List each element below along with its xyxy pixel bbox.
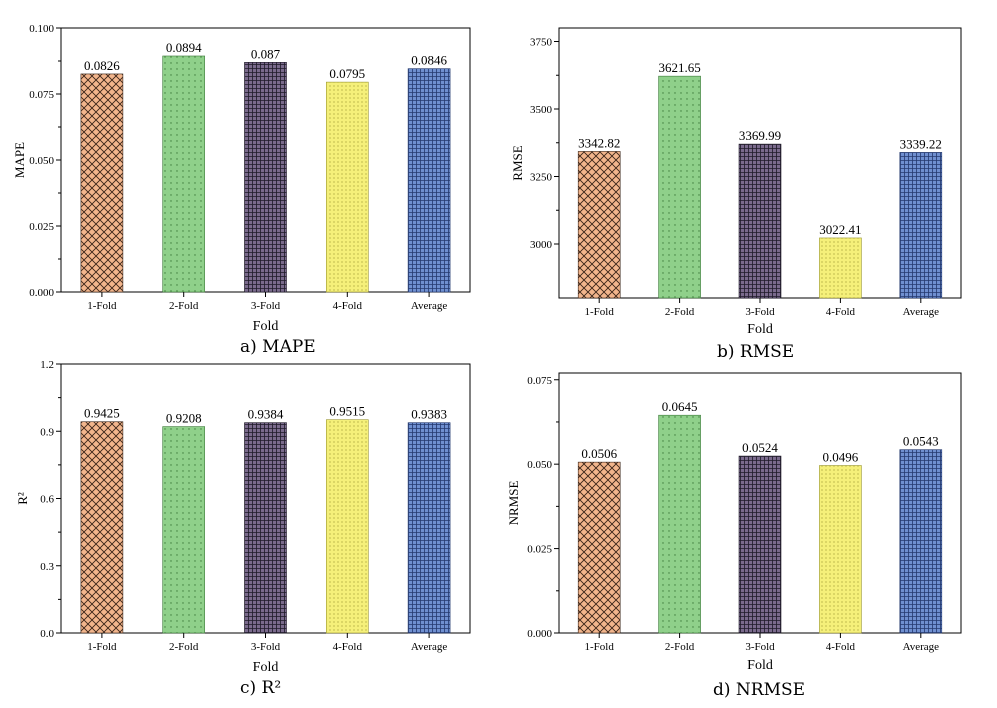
bar-1-fold <box>80 73 124 293</box>
x-tick-label: Average <box>411 641 448 653</box>
y-tick-label: 0.050 <box>29 155 54 167</box>
y-tick-label: 3750 <box>530 37 553 49</box>
bar-value-label: 0.9383 <box>411 407 447 422</box>
x-tick-label: 1-Fold <box>585 306 615 318</box>
bar-3-fold <box>244 422 287 634</box>
bar-1-fold <box>577 151 621 299</box>
bar-value-label: 0.0496 <box>823 450 859 465</box>
x-tick-label: 3-Fold <box>251 300 281 312</box>
x-tick-label: 3-Fold <box>745 306 775 318</box>
bar-value-label: 0.9425 <box>84 406 120 421</box>
y-tick-label: 3250 <box>530 172 553 184</box>
bar-value-label: 3342.82 <box>578 135 620 150</box>
y-tick-label: 0.0 <box>40 628 54 640</box>
x-tick-label: 4-Fold <box>826 306 856 318</box>
bar-value-label: 0.0826 <box>84 58 120 73</box>
bar-3-fold <box>738 143 782 299</box>
caption-a: a) MAPE <box>240 337 316 357</box>
x-tick-label: 1-Fold <box>87 300 117 312</box>
y-tick-label: 0.000 <box>29 287 54 299</box>
bar-2-fold <box>658 414 701 634</box>
bar-4-fold <box>819 465 862 634</box>
x-tick-label: 3-Fold <box>745 641 775 653</box>
x-tick-label: Average <box>903 306 940 318</box>
x-axis-title: Fold <box>253 660 279 675</box>
bar-value-label: 0.0543 <box>903 434 939 449</box>
bar-4-fold <box>325 81 369 293</box>
x-tick-label: 3-Fold <box>251 641 281 653</box>
y-tick-label: 0.9 <box>40 426 54 438</box>
bar-value-label: 0.087 <box>251 46 281 61</box>
caption-d: d) NRMSE <box>713 680 806 700</box>
y-tick-label: 3000 <box>530 239 553 251</box>
y-tick-label: 0.075 <box>29 89 54 101</box>
bar-value-label: 0.9515 <box>329 404 365 419</box>
bar-2-fold <box>658 75 701 299</box>
bar-value-label: 3339.22 <box>900 136 942 151</box>
x-tick-label: 2-Fold <box>665 306 695 318</box>
bar-1-fold <box>577 461 621 634</box>
caption-c: c) R² <box>240 678 282 698</box>
bar-value-label: 3621.65 <box>658 60 700 75</box>
x-tick-label: 2-Fold <box>169 641 199 653</box>
chart-panel-0: 0.000 0.025 0.050 0.075 0.100 0.0826 1-Fold 0.0… <box>12 23 471 334</box>
y-tick-label: 0.075 <box>527 375 552 387</box>
y-axis-title: RMSE <box>510 145 525 180</box>
bar-value-label: 0.0795 <box>329 66 365 81</box>
bar-average <box>407 422 451 634</box>
x-tick-label: 4-Fold <box>826 641 856 653</box>
caption-b: b) RMSE <box>717 342 795 362</box>
chart-panel-2: 0.0 0.3 0.6 0.9 1.2 0.9425 1-Fold 0.9208 2-Fold 0… <box>15 359 471 675</box>
x-tick-label: 4-Fold <box>333 641 363 653</box>
bar-value-label: 0.0524 <box>742 440 778 455</box>
bar-2-fold <box>162 55 205 293</box>
y-tick-label: 0.3 <box>40 561 54 573</box>
y-tick-label: 1.2 <box>40 359 54 371</box>
bar-average <box>407 68 451 293</box>
y-tick-label: 0.6 <box>40 494 54 506</box>
bar-4-fold <box>819 237 862 299</box>
bar-value-label: 0.9384 <box>248 407 284 422</box>
bar-1-fold <box>80 421 124 634</box>
bar-value-label: 0.0506 <box>581 446 617 461</box>
x-axis-title: Fold <box>747 658 773 673</box>
x-tick-label: 2-Fold <box>169 300 199 312</box>
y-axis-title: R² <box>15 492 30 505</box>
y-tick-label: 0.100 <box>29 23 54 35</box>
y-tick-label: 3500 <box>530 104 553 116</box>
bar-value-label: 0.0846 <box>411 53 447 68</box>
y-axis-title: NRMSE <box>506 481 521 526</box>
bar-4-fold <box>325 419 369 634</box>
bar-value-label: 3369.99 <box>739 128 781 143</box>
bar-3-fold <box>738 455 782 634</box>
x-axis-title: Fold <box>747 322 773 337</box>
bar-value-label: 3022.41 <box>819 222 861 237</box>
bar-average <box>899 152 943 299</box>
x-tick-label: 2-Fold <box>665 641 695 653</box>
bar-average <box>899 449 943 634</box>
y-axis-title: MAPE <box>12 142 27 178</box>
bar-3-fold <box>244 62 287 293</box>
bar-value-label: 0.0894 <box>166 40 202 55</box>
x-axis-title: Fold <box>253 319 279 334</box>
x-tick-label: Average <box>411 300 448 312</box>
y-tick-label: 0.025 <box>527 544 552 556</box>
x-tick-label: 1-Fold <box>585 641 615 653</box>
y-tick-label: 0.000 <box>527 628 552 640</box>
y-tick-label: 0.050 <box>527 459 552 471</box>
bar-2-fold <box>162 426 205 634</box>
x-tick-label: Average <box>903 641 940 653</box>
x-tick-label: 4-Fold <box>333 300 363 312</box>
x-tick-label: 1-Fold <box>87 641 117 653</box>
y-tick-label: 0.025 <box>29 221 54 233</box>
chart-panel-3: 0.000 0.025 0.050 0.075 0.0506 1-Fold 0.0645 2-… <box>506 372 962 673</box>
bar-value-label: 0.9208 <box>166 411 202 426</box>
bar-value-label: 0.0645 <box>662 399 698 414</box>
chart-panel-1: 3000 3250 3500 3750 3342.82 1-Fold 3621.65 2-Fo… <box>510 27 962 337</box>
